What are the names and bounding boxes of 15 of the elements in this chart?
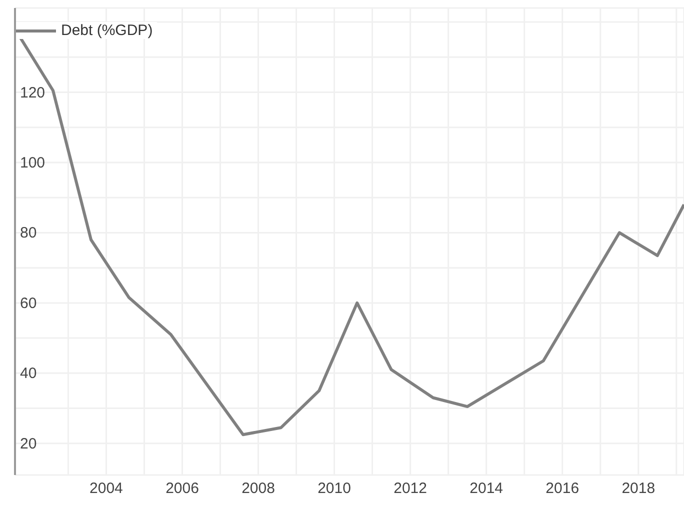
y-tick-label: 80 <box>20 224 37 242</box>
x-tick-label: 2010 <box>318 480 351 497</box>
legend-label: Debt (%GDP) <box>61 22 153 39</box>
x-tick-label: 2004 <box>90 480 123 497</box>
x-tick-label: 2016 <box>546 480 580 497</box>
x-tick-label: 2012 <box>394 480 428 497</box>
x-tick-label: 2006 <box>166 480 199 497</box>
y-tick-label: 20 <box>20 435 37 452</box>
y-tick-label: 100 <box>20 154 46 172</box>
y-tick-label: 120 <box>20 84 46 102</box>
x-tick-label: 2014 <box>470 480 504 497</box>
x-tick-label: 2018 <box>622 480 656 497</box>
x-tick-label: 2008 <box>242 480 275 497</box>
y-tick-label: 40 <box>20 365 37 382</box>
y-tick-label: 60 <box>20 294 37 312</box>
